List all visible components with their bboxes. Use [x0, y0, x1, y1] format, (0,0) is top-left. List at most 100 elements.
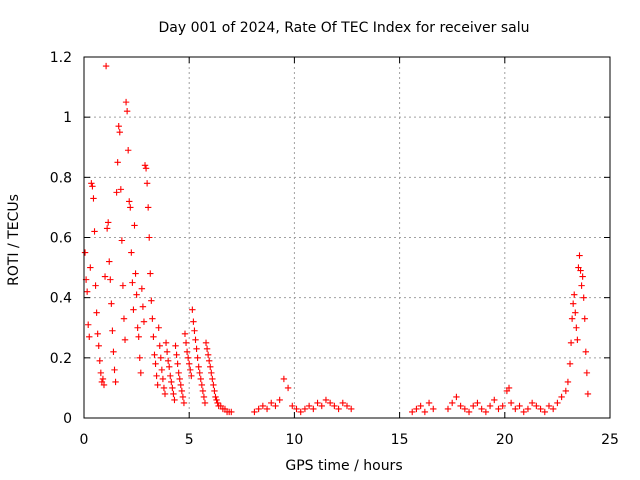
data-point [188, 372, 195, 380]
data-point [213, 396, 220, 404]
grid [84, 57, 610, 418]
data-point [228, 408, 235, 416]
data-point [191, 327, 198, 334]
data-point [163, 348, 171, 356]
data-point [121, 336, 129, 343]
data-point [200, 393, 208, 401]
x-tick-label: 25 [601, 432, 619, 448]
data-point [486, 402, 494, 410]
data-point [318, 402, 325, 410]
data-point [203, 345, 211, 353]
data-point [143, 180, 151, 187]
y-axis-label: ROTI / TECUs [6, 194, 22, 286]
y-tick-label: 0.6 [50, 231, 72, 247]
data-point [193, 345, 200, 353]
data-point [104, 219, 112, 226]
plot-frame [83, 56, 611, 419]
data-point [558, 393, 565, 401]
data-point [326, 399, 334, 407]
data-point [205, 357, 213, 365]
data-point [177, 381, 184, 389]
data-point [160, 384, 168, 392]
data-point [140, 318, 148, 325]
data-point [507, 399, 515, 407]
data-point [461, 405, 469, 413]
data-point [259, 402, 267, 410]
y-tick-label: 1 [63, 110, 72, 126]
data-point [89, 183, 96, 190]
data-point [453, 393, 460, 401]
data-point [289, 402, 296, 410]
data-point [158, 366, 166, 374]
data-point [417, 402, 424, 410]
data-point [139, 303, 147, 310]
data-point [348, 405, 355, 413]
data-point [122, 98, 130, 106]
data-point [179, 393, 187, 401]
data-point [106, 258, 113, 265]
data-point [123, 107, 131, 115]
data-point [545, 402, 553, 410]
x-tick-label: 5 [185, 432, 194, 448]
y-tick-label: 0.8 [50, 170, 72, 186]
data-point [183, 348, 191, 356]
x-axis-label: GPS time / hours [285, 458, 402, 474]
data-point [491, 396, 498, 404]
data-point [88, 180, 95, 187]
data-point [520, 408, 527, 416]
data-point [170, 390, 177, 398]
data-point [212, 393, 219, 401]
data-point [99, 375, 107, 383]
data-point [141, 162, 149, 169]
data-point [161, 390, 169, 398]
data-point [579, 273, 586, 280]
data-point [204, 351, 212, 359]
data-point [91, 228, 98, 235]
ticks: 0 5 10 15 20 25 0 0.2 0.4 0.6 0.8 1 1.2 [50, 50, 619, 448]
data-point [198, 381, 206, 389]
data-point [184, 354, 192, 362]
data-point [129, 279, 136, 286]
data-point [208, 369, 215, 377]
data-point [114, 159, 121, 166]
data-point [168, 378, 175, 386]
data-point [584, 390, 592, 398]
data-point [96, 357, 103, 365]
data-point [146, 234, 153, 241]
data-point [112, 378, 119, 386]
data-point [573, 324, 580, 331]
data-point [118, 237, 126, 244]
data-point [147, 270, 154, 277]
data-point [127, 204, 134, 211]
data-point [196, 369, 203, 377]
data-point [94, 330, 101, 337]
data-point [541, 408, 548, 416]
data-point [482, 408, 490, 416]
data-point [135, 333, 142, 340]
data-point [194, 354, 201, 362]
data-point [549, 405, 557, 413]
data-point [568, 315, 576, 322]
data-point [186, 360, 193, 368]
data-point [173, 351, 180, 359]
data-point [276, 396, 283, 404]
data-point [537, 405, 544, 413]
data-point [138, 285, 146, 292]
data-point [156, 342, 163, 349]
data-point [214, 399, 221, 407]
data-point [499, 402, 506, 410]
data-point [136, 354, 143, 362]
data-point [151, 351, 158, 359]
data-point [195, 363, 202, 371]
data-point [202, 339, 210, 346]
data-point [90, 195, 97, 202]
data-point [413, 405, 420, 413]
data-point [178, 387, 186, 395]
data-point [187, 366, 194, 374]
data-point [339, 399, 346, 407]
data-point [115, 122, 122, 130]
data-point [150, 333, 157, 340]
y-tick-label: 0.2 [50, 351, 72, 367]
data-point [192, 336, 199, 343]
data-point [190, 318, 197, 325]
